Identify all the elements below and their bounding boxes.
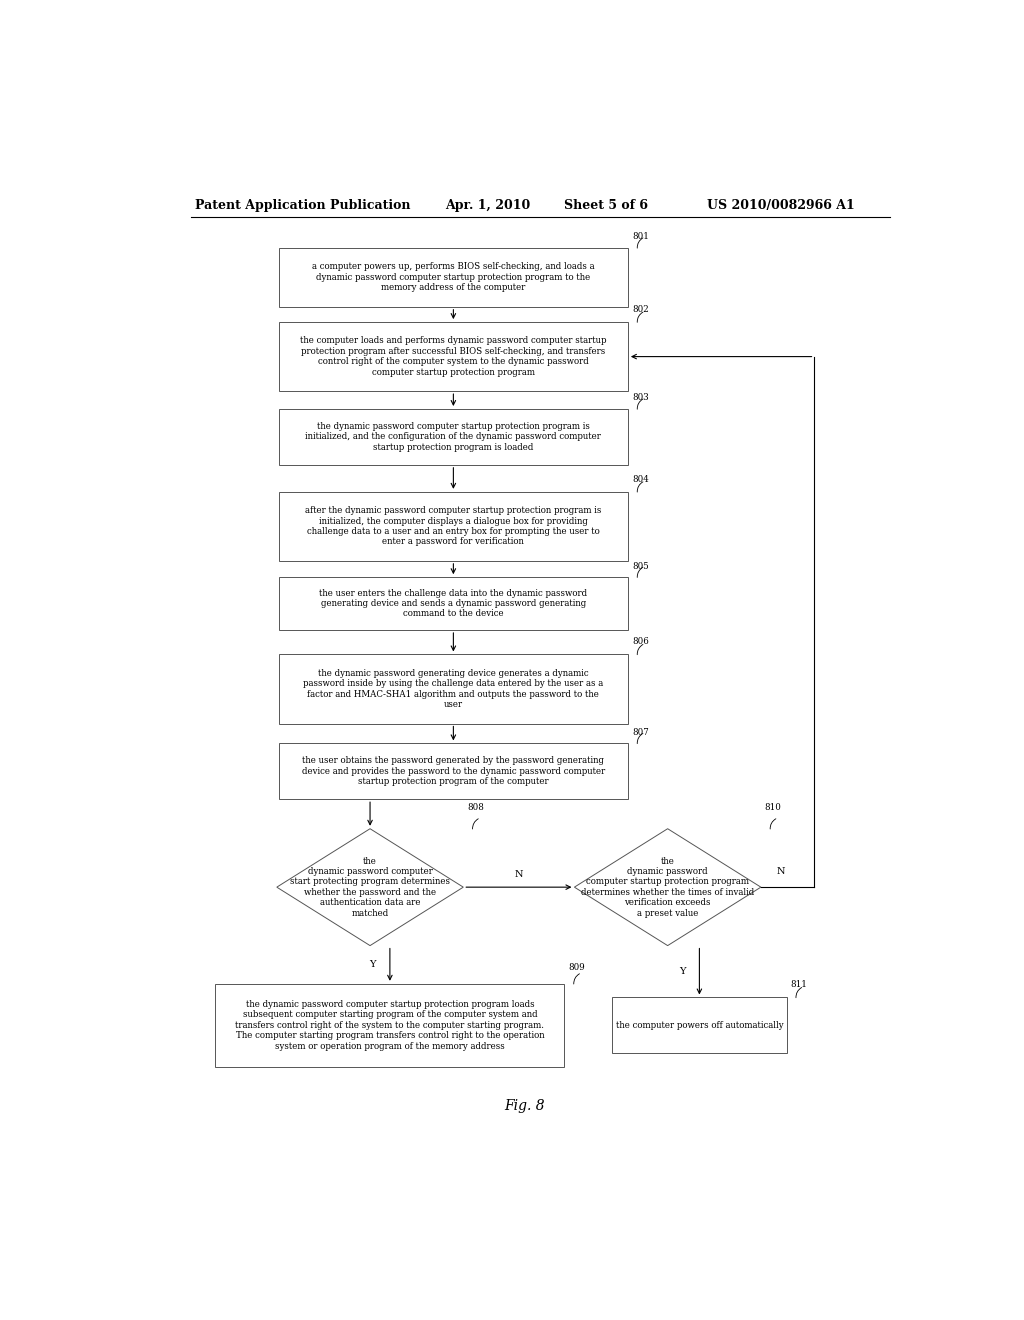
Text: 803: 803 <box>632 393 648 403</box>
Text: the user enters the challenge data into the dynamic password
generating device a: the user enters the challenge data into … <box>319 589 588 619</box>
FancyBboxPatch shape <box>279 492 628 561</box>
Text: the dynamic password generating device generates a dynamic
password inside by us: the dynamic password generating device g… <box>303 669 603 709</box>
FancyBboxPatch shape <box>279 248 628 306</box>
Text: US 2010/0082966 A1: US 2010/0082966 A1 <box>708 198 855 211</box>
Text: the
dynamic password
computer startup protection program
determines whether the : the dynamic password computer startup pr… <box>581 857 755 917</box>
Text: the
dynamic password computer
start protecting program determines
whether the pa: the dynamic password computer start prot… <box>290 857 451 917</box>
Text: the user obtains the password generated by the password generating
device and pr: the user obtains the password generated … <box>302 756 605 787</box>
Text: the computer powers off automatically: the computer powers off automatically <box>615 1020 783 1030</box>
Text: N: N <box>776 867 785 876</box>
Text: after the dynamic password computer startup protection program is
initialized, t: after the dynamic password computer star… <box>305 507 601 546</box>
Text: 811: 811 <box>791 981 808 989</box>
FancyBboxPatch shape <box>279 743 628 799</box>
FancyBboxPatch shape <box>279 409 628 465</box>
FancyBboxPatch shape <box>612 998 786 1053</box>
Text: 806: 806 <box>632 638 648 647</box>
Text: Fig. 8: Fig. 8 <box>505 1098 545 1113</box>
FancyBboxPatch shape <box>215 983 564 1067</box>
Text: the dynamic password computer startup protection program is
initialized, and the: the dynamic password computer startup pr… <box>305 422 601 451</box>
FancyBboxPatch shape <box>279 577 628 630</box>
Text: a computer powers up, performs BIOS self-checking, and loads a
dynamic password : a computer powers up, performs BIOS self… <box>312 263 595 292</box>
Text: 802: 802 <box>632 305 648 314</box>
FancyBboxPatch shape <box>279 655 628 723</box>
Text: 809: 809 <box>568 962 585 972</box>
Text: the computer loads and performs dynamic password computer startup
protection pro: the computer loads and performs dynamic … <box>300 337 606 376</box>
Text: N: N <box>515 870 523 879</box>
Text: Y: Y <box>679 968 685 975</box>
Polygon shape <box>276 829 463 945</box>
Text: the dynamic password computer startup protection program loads
subsequent comput: the dynamic password computer startup pr… <box>236 1001 545 1051</box>
Text: 808: 808 <box>467 803 484 812</box>
Text: 805: 805 <box>632 562 648 572</box>
Text: Apr. 1, 2010: Apr. 1, 2010 <box>445 198 530 211</box>
Text: Patent Application Publication: Patent Application Publication <box>196 198 411 211</box>
FancyBboxPatch shape <box>279 322 628 391</box>
Text: Sheet 5 of 6: Sheet 5 of 6 <box>564 198 648 211</box>
Text: 810: 810 <box>765 803 781 812</box>
Text: 801: 801 <box>632 232 649 242</box>
Text: 804: 804 <box>632 475 648 484</box>
Text: Y: Y <box>370 960 376 969</box>
Text: 807: 807 <box>632 729 648 738</box>
Polygon shape <box>574 829 761 945</box>
